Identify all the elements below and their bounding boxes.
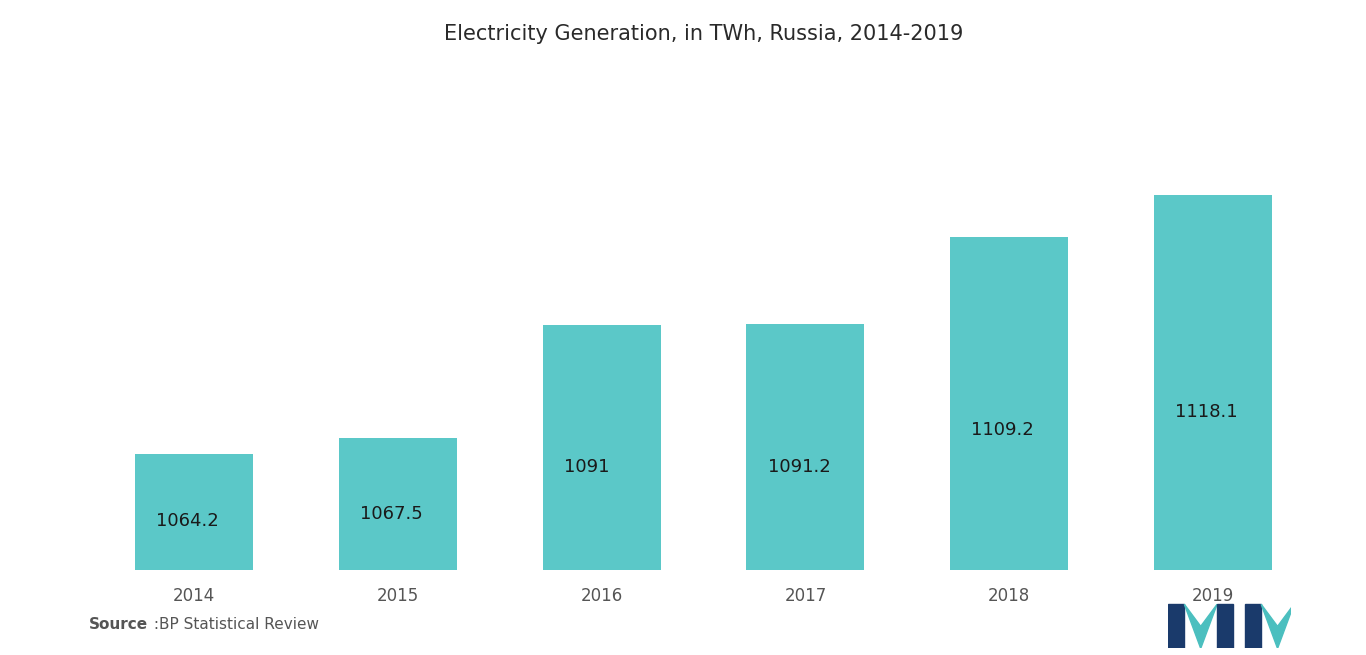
Title: Electricity Generation, in TWh, Russia, 2014-2019: Electricity Generation, in TWh, Russia, … — [444, 24, 963, 45]
Polygon shape — [1168, 604, 1184, 648]
Text: Source: Source — [89, 617, 148, 632]
Text: 1118.1: 1118.1 — [1175, 403, 1238, 421]
Polygon shape — [1244, 604, 1261, 648]
Text: 1091.2: 1091.2 — [768, 458, 831, 476]
Bar — [135, 454, 253, 570]
Polygon shape — [1184, 604, 1217, 648]
Text: 1091: 1091 — [564, 458, 609, 476]
Bar — [1154, 195, 1272, 570]
Bar — [951, 238, 1068, 570]
Text: 1067.5: 1067.5 — [361, 506, 422, 523]
Text: 1064.2: 1064.2 — [156, 512, 219, 530]
Polygon shape — [1261, 604, 1294, 648]
Text: :BP Statistical Review: :BP Statistical Review — [149, 617, 318, 632]
Bar — [746, 324, 865, 570]
Bar — [542, 325, 661, 570]
Bar — [339, 438, 456, 570]
Polygon shape — [1217, 604, 1233, 648]
Text: 1109.2: 1109.2 — [971, 421, 1034, 440]
